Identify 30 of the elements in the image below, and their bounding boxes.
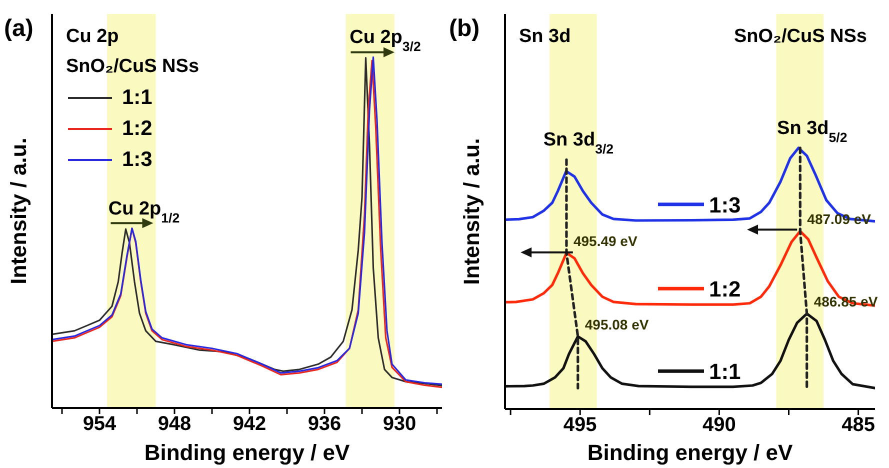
text: Cu 2p [66,26,119,47]
legend-title: SnO₂/CuS NSs [66,56,200,78]
legend-label: 1:2 [122,116,152,140]
annotation: 495.49 eV [573,232,638,249]
x-tick-label: 936 [308,413,342,436]
x-tick-label: 490 [702,414,736,436]
annotation: Cu 2p$_{1/2}$ [108,198,180,225]
x-tick-label: 942 [232,413,266,436]
chart-title: (a) [4,15,34,42]
x-tick-label: 954 [82,413,118,436]
annotation: 495.08 eV [584,316,650,332]
legend-label: 1:1 [122,86,152,110]
text: SnO₂/CuS NSs [734,26,867,47]
annotation: Sn 3d$_{5/2}$ [777,118,848,144]
y-axis-title: Intensity / a.u. [459,138,484,285]
chart-title: (b) [449,15,480,42]
x-tick-label: 948 [158,413,192,436]
text: Sn 3d [519,26,571,47]
x-axis-title: Binding energy / eV [144,440,350,465]
legend-label: 1:3 [122,148,152,172]
annotation: Cu 2p$_{3/2}$ [350,27,421,54]
annotation: Sn 3d$_{3/2}$ [543,130,614,156]
x-tick-label: 495 [563,414,597,436]
legend-label: 1:2 [709,276,741,302]
x-tick-label: 930 [382,413,416,436]
x-axis-title: Binding energy / eV [587,440,794,465]
legend-label: 1:1 [709,359,741,384]
x-tick-label: 485 [842,414,875,436]
legend-label: 1:3 [709,192,741,218]
y-axis-title: Intensity / a.u. [6,138,31,284]
